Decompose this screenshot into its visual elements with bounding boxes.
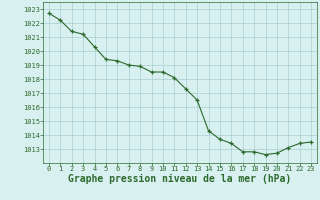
X-axis label: Graphe pression niveau de la mer (hPa): Graphe pression niveau de la mer (hPa) — [68, 174, 292, 184]
